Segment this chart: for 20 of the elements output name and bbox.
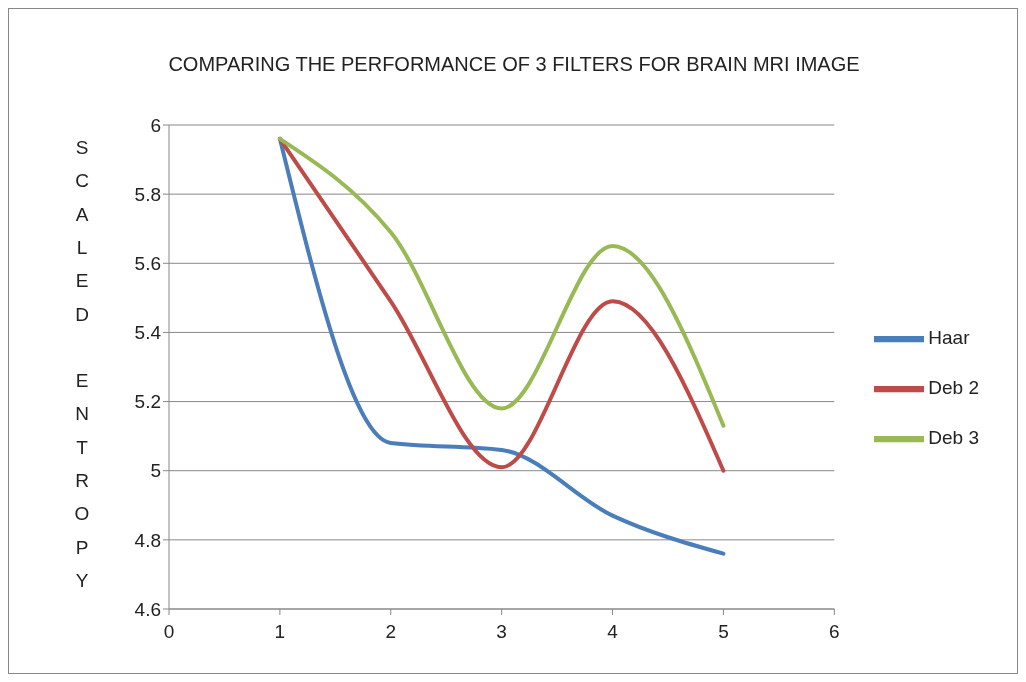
y-tick-label: 4.6 — [134, 598, 161, 620]
x-tick-label: 4 — [607, 621, 619, 643]
x-tick-label: 2 — [385, 621, 397, 643]
text: SCALED ENTROPY — [74, 137, 90, 591]
x-tick-label: 3 — [496, 621, 507, 643]
legend-label: Haar — [928, 327, 970, 349]
x-tick-label: 6 — [829, 621, 840, 643]
legend-label: Deb 2 — [928, 377, 979, 399]
y-tick-label: 5 — [150, 460, 161, 482]
x-tick-label: 0 — [163, 621, 175, 643]
y-tick-label: 5.6 — [134, 253, 161, 275]
y-tick-label: 5.2 — [134, 391, 161, 413]
y-tick-label: 5.4 — [134, 322, 162, 344]
x-tick-label: 1 — [274, 621, 286, 643]
x-tick-label: 5 — [718, 621, 729, 643]
chart-title: COMPARING THE PERFORMANCE OF 3 FILTERS FOR BRAIN MRI IMAGE — [167, 53, 861, 76]
y-tick-label: 5.8 — [134, 183, 161, 205]
y-tick-label: 4.8 — [134, 529, 161, 551]
y-tick-label: 6 — [150, 114, 161, 136]
legend-label: Deb 3 — [928, 427, 979, 449]
